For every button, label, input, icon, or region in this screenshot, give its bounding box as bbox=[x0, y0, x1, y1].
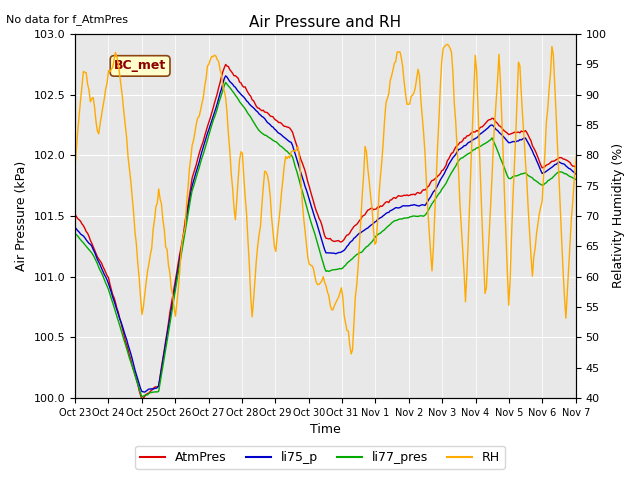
X-axis label: Time: Time bbox=[310, 423, 340, 436]
Text: No data for f_AtmPres: No data for f_AtmPres bbox=[6, 14, 129, 25]
Title: Air Pressure and RH: Air Pressure and RH bbox=[250, 15, 401, 30]
Text: BC_met: BC_met bbox=[114, 60, 166, 72]
Y-axis label: Relativity Humidity (%): Relativity Humidity (%) bbox=[612, 144, 625, 288]
Y-axis label: Air Pressure (kPa): Air Pressure (kPa) bbox=[15, 161, 28, 271]
Legend: AtmPres, li75_p, li77_pres, RH: AtmPres, li75_p, li77_pres, RH bbox=[135, 446, 505, 469]
